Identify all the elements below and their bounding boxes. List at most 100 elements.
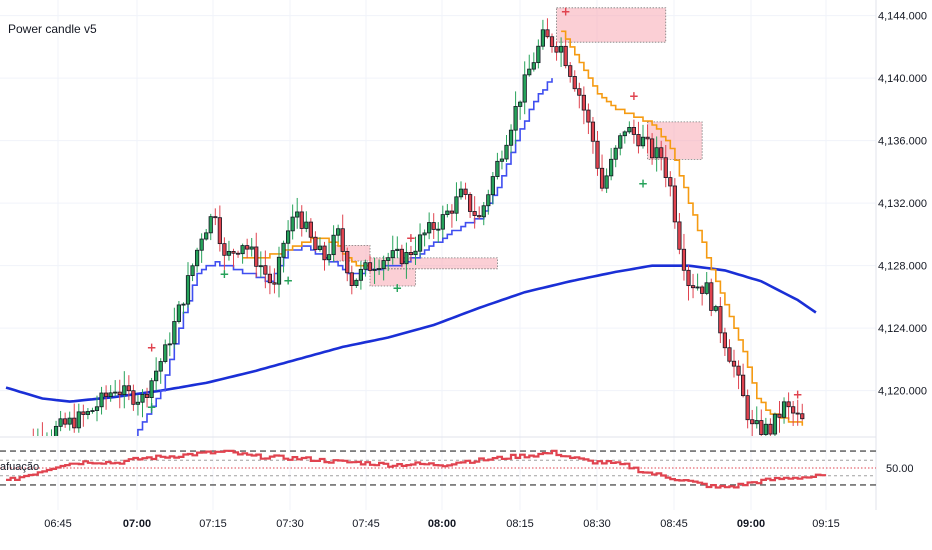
price-tick-label: 4,136.000 xyxy=(878,136,927,148)
candle-bull xyxy=(781,397,787,424)
candle-bull xyxy=(58,410,63,432)
time-tick-label: 07:00 xyxy=(123,518,151,530)
candle-bull xyxy=(158,358,163,384)
candle-bear xyxy=(577,82,582,109)
candle-bull xyxy=(226,240,232,261)
candle-bull xyxy=(390,235,395,265)
candle-bear xyxy=(408,245,414,261)
candle-bull xyxy=(285,220,291,251)
candle-bull xyxy=(208,213,213,241)
sell-signal-marker: + xyxy=(793,387,803,401)
candle-bull xyxy=(304,211,309,233)
candle-bull xyxy=(536,39,541,69)
candle-bear xyxy=(572,70,577,92)
price-tick-label: 4,132.000 xyxy=(878,198,927,210)
price-tick-label: 4,120.000 xyxy=(878,386,927,398)
candle-bear xyxy=(700,285,705,306)
candle-bull xyxy=(113,380,118,397)
candle-bull xyxy=(331,225,336,262)
osc-line xyxy=(6,449,827,489)
candle-bear xyxy=(709,278,714,317)
buy-signal-marker: + xyxy=(219,267,229,281)
candle-bear xyxy=(663,144,668,188)
time-tick-label: 09:15 xyxy=(812,518,840,530)
buy-signal-marker: + xyxy=(283,273,293,287)
candle-bull xyxy=(513,91,518,145)
candle-bear xyxy=(659,140,664,171)
time-axis[interactable]: 06:45 07:00 07:15 07:30 07:45 08:00 08:15 08:30… xyxy=(44,518,840,530)
trail-down-line xyxy=(561,30,804,426)
candle-bear xyxy=(545,18,550,39)
candle-bear xyxy=(104,385,109,410)
signal-markers: + + + + + + + + + + xyxy=(147,5,803,414)
candle-bull xyxy=(46,432,48,436)
candle-bull xyxy=(518,100,523,120)
candle-bull xyxy=(436,222,441,243)
candle-bear xyxy=(367,255,373,273)
candles xyxy=(27,18,805,455)
candle-bull xyxy=(27,437,30,455)
indicator-title[interactable]: Power candle v5 xyxy=(6,22,99,36)
time-tick-label: 08:15 xyxy=(506,518,534,530)
osc-level-label: 50.00 xyxy=(886,463,914,475)
candle-bull xyxy=(326,242,332,266)
candle-bull xyxy=(90,407,95,414)
candle-bear xyxy=(477,206,482,220)
candle-bull xyxy=(85,408,90,420)
time-tick-label: 08:00 xyxy=(428,518,456,530)
candle-bear xyxy=(231,248,236,268)
candle-bull xyxy=(122,371,127,409)
candle-bull xyxy=(381,255,386,281)
candle-bear xyxy=(272,268,277,294)
candle-bull xyxy=(181,302,186,315)
candle-bear xyxy=(72,403,77,433)
candle-bear xyxy=(718,297,723,344)
candle-bear xyxy=(345,247,350,282)
candle-bull xyxy=(386,252,391,271)
price-tick-label: 4,140.000 xyxy=(878,73,927,85)
buy-signal-marker: + xyxy=(147,400,157,414)
sell-signal-marker: + xyxy=(629,89,639,103)
candle-bull xyxy=(508,124,514,153)
candle-bull xyxy=(190,263,195,282)
candle-bear xyxy=(563,39,568,69)
candle-bear xyxy=(472,196,477,229)
candle-bear xyxy=(727,339,732,364)
candle-bull xyxy=(504,134,509,162)
candle-bear xyxy=(81,404,86,427)
candle-bull xyxy=(440,205,445,239)
sell-signal-marker: + xyxy=(406,231,416,245)
time-tick-label: 06:45 xyxy=(44,518,72,530)
supply-zone xyxy=(369,268,416,287)
candle-bull xyxy=(149,377,154,414)
candle-bear xyxy=(235,250,241,258)
candle-bull xyxy=(604,168,609,193)
candle-bear xyxy=(217,205,222,252)
supply-zone xyxy=(556,7,667,43)
candle-bull xyxy=(185,262,191,308)
candle-bull xyxy=(622,130,627,144)
candle-bull xyxy=(654,136,659,172)
candle-bull xyxy=(531,52,536,72)
candle-bull xyxy=(372,257,377,284)
candle-bull xyxy=(713,304,718,313)
candle-bear xyxy=(650,133,655,165)
candle-bull xyxy=(163,339,168,364)
candle-bear xyxy=(672,178,677,229)
candle-bull xyxy=(695,273,700,291)
candle-bear xyxy=(586,103,591,135)
candle-bear xyxy=(117,379,122,409)
candle-bull xyxy=(499,150,505,170)
time-tick-label: 09:00 xyxy=(737,518,765,530)
moving-average xyxy=(5,264,817,403)
candle-bull xyxy=(640,124,646,149)
candle-bull xyxy=(317,237,323,252)
price-axis[interactable]: 4,144.000 4,140.000 4,136.000 4,132.000 4,12… xyxy=(878,11,927,475)
candle-bull xyxy=(108,385,113,402)
buy-signal-marker: + xyxy=(638,177,648,191)
candle-bull xyxy=(527,54,532,77)
candle-bear xyxy=(63,412,68,428)
candle-bear xyxy=(41,422,43,436)
candle-bull xyxy=(481,201,486,226)
candle-bull xyxy=(540,19,546,50)
